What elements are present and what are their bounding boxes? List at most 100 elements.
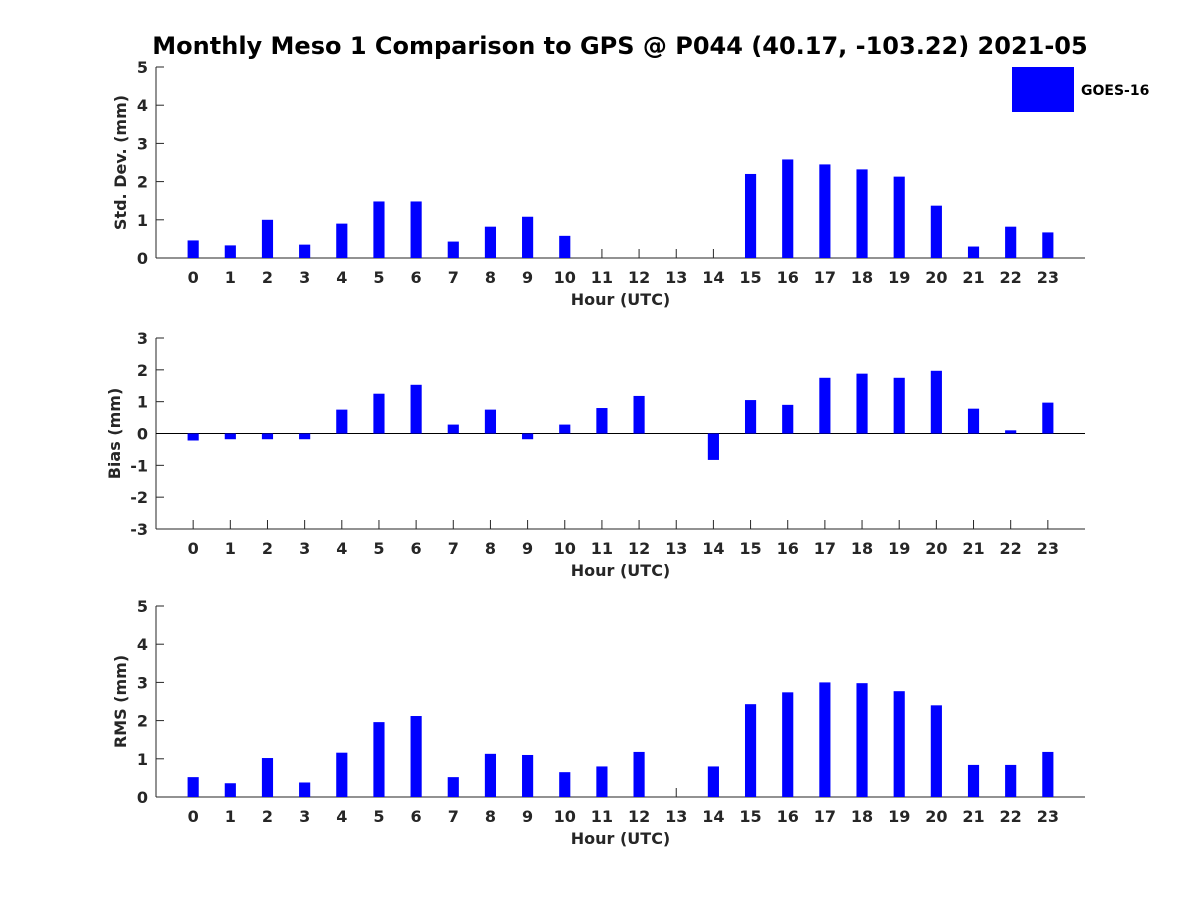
std-dev-x-tick-label: 14 [702, 268, 724, 287]
std-dev-y-tick-label: 2 [137, 173, 148, 192]
rms-x-tick-label: 13 [665, 807, 687, 826]
rms-bar [373, 722, 385, 797]
bias-x-tick-label: 5 [373, 539, 384, 558]
rms-bar [707, 766, 719, 797]
bias-y-tick-label: 2 [137, 361, 148, 380]
rms-bar [187, 777, 199, 797]
rms-y-tick-label: 0 [137, 788, 148, 807]
rms-x-tick-label: 5 [373, 807, 384, 826]
rms-y-tick-label: 3 [137, 673, 148, 692]
rms-bar [930, 705, 942, 797]
std-dev-x-tick-label: 4 [336, 268, 347, 287]
rms-bar [1042, 751, 1054, 797]
bias-x-tick-label: 4 [336, 539, 347, 558]
rms-x-tick-label: 18 [851, 807, 873, 826]
legend-swatch [1012, 67, 1074, 112]
std-dev-bar [930, 205, 942, 258]
bias-y-tick-label: 3 [137, 329, 148, 348]
std-dev-x-tick-label: 11 [591, 268, 613, 287]
bias-bar [967, 408, 980, 434]
bias-bar [1042, 402, 1054, 434]
bias-bar [856, 373, 868, 434]
rms-x-tick-label: 16 [777, 807, 799, 826]
rms-y-tick-label: 5 [137, 597, 148, 616]
std-dev-bar [299, 244, 311, 258]
bias-x-tick-label: 9 [522, 539, 533, 558]
rms-y-axis-label: RMS (mm) [111, 655, 130, 748]
bias-bar [336, 409, 348, 434]
rms-x-tick-label: 10 [554, 807, 576, 826]
bias-y-axis-label: Bias (mm) [105, 388, 124, 480]
std-dev-x-tick-label: 22 [1000, 268, 1022, 287]
bias-y-tick-label: -1 [130, 456, 148, 475]
bias-bar [893, 377, 905, 434]
bias-x-tick-label: 23 [1037, 539, 1059, 558]
bias-bar [707, 433, 719, 460]
bias-x-tick-label: 12 [628, 539, 650, 558]
std-dev-x-tick-label: 10 [554, 268, 576, 287]
bias-bar [261, 433, 274, 440]
rms-bar [744, 704, 757, 797]
bias-bar [744, 400, 757, 434]
std-dev-x-tick-label: 19 [888, 268, 910, 287]
rms-y-tick-label: 4 [137, 635, 148, 654]
rms-bar [1005, 764, 1017, 797]
rms-bar [410, 716, 422, 797]
std-dev-bar [373, 201, 385, 258]
rms-bar [819, 682, 831, 797]
bias-bar [596, 408, 608, 434]
bias-bar [930, 370, 942, 434]
rms-bar [522, 754, 534, 797]
bias-bar [373, 393, 385, 434]
bias-bar [187, 433, 199, 441]
std-dev-x-tick-label: 12 [628, 268, 650, 287]
rms-bar [261, 758, 274, 797]
std-dev-bar [744, 173, 757, 258]
std-dev-x-tick-label: 13 [665, 268, 687, 287]
bias-bar [782, 404, 794, 434]
std-dev-x-tick-label: 20 [925, 268, 947, 287]
bias-x-tick-label: 15 [739, 539, 761, 558]
rms-x-tick-label: 20 [925, 807, 947, 826]
std-dev-bar [782, 159, 794, 258]
bias-x-tick-label: 14 [702, 539, 724, 558]
rms-bar [633, 751, 645, 797]
bias-x-tick-label: 17 [814, 539, 836, 558]
rms-x-tick-label: 17 [814, 807, 836, 826]
bias-x-axis-label: Hour (UTC) [571, 561, 671, 580]
rms-x-tick-label: 23 [1037, 807, 1059, 826]
rms-x-tick-label: 14 [702, 807, 724, 826]
bias-bar [819, 377, 831, 434]
bias-y-tick-label: 1 [137, 393, 148, 412]
rms-bar [336, 752, 348, 797]
rms-y-tick-label: 2 [137, 712, 148, 731]
bias-bar [559, 424, 571, 434]
rms-x-tick-label: 7 [448, 807, 459, 826]
rms-x-tick-label: 15 [739, 807, 761, 826]
std-dev-bar [967, 246, 980, 258]
std-dev-y-axis-label: Std. Dev. (mm) [111, 95, 130, 230]
std-dev-y-tick-label: 1 [137, 211, 148, 230]
std-dev-x-tick-label: 0 [188, 268, 199, 287]
rms-x-tick-label: 9 [522, 807, 533, 826]
std-dev-x-tick-label: 9 [522, 268, 533, 287]
rms-bar [299, 782, 311, 797]
std-dev-y-tick-label: 3 [137, 134, 148, 153]
std-dev-x-tick-label: 23 [1037, 268, 1059, 287]
bias-x-tick-label: 6 [411, 539, 422, 558]
std-dev-x-tick-label: 3 [299, 268, 310, 287]
bias-bar [299, 433, 311, 440]
bias-x-tick-label: 0 [188, 539, 199, 558]
rms-x-tick-label: 2 [262, 807, 273, 826]
std-dev-bar [224, 245, 236, 258]
std-dev-x-tick-label: 6 [411, 268, 422, 287]
chart-title: Monthly Meso 1 Comparison to GPS @ P044 … [152, 32, 1087, 60]
rms-x-tick-label: 19 [888, 807, 910, 826]
bias-x-tick-label: 20 [925, 539, 947, 558]
bias-x-tick-label: 11 [591, 539, 613, 558]
bias-y-tick-label: 0 [137, 425, 148, 444]
bias-bar [484, 409, 497, 434]
std-dev-x-tick-label: 17 [814, 268, 836, 287]
